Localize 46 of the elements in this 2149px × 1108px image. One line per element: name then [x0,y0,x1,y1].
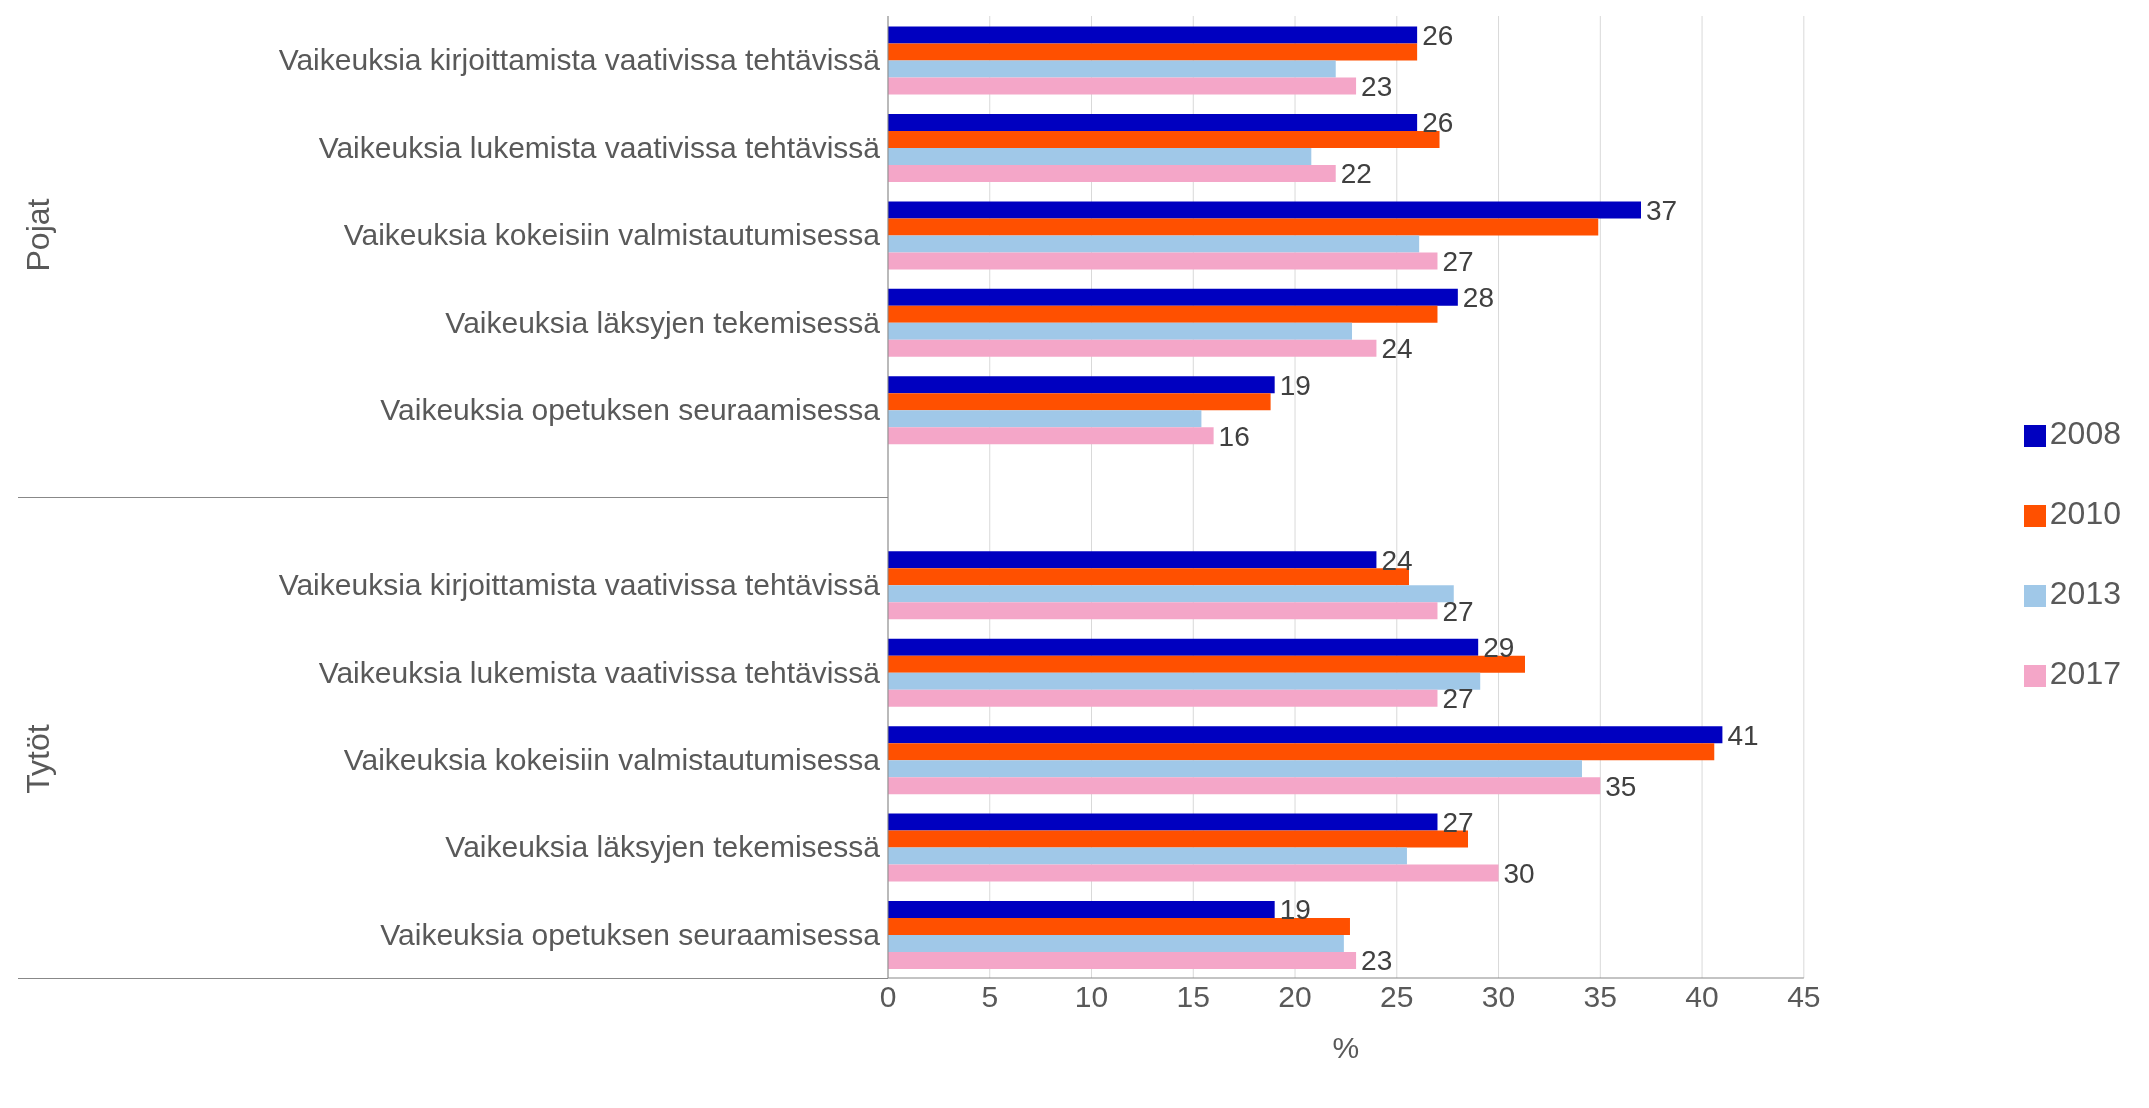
x-tick-label: 5 [981,980,999,1014]
y-tick-label: Vaikeuksia läksyjen tekemisessä [445,830,881,864]
y-tick-label: Vaikeuksia läksyjen tekemisessä [445,305,881,339]
y-tick-label: Vaikeuksia kirjoittamista vaativissa tehtävissä [278,568,881,602]
data-label: 35 [1605,770,1637,802]
y-tick-label: Vaikeuksia opetuksen seuraamisessa [380,393,881,427]
data-label: 26 [1422,19,1454,51]
data-label: 27 [1442,595,1474,627]
x-tick-label: 20 [1278,980,1312,1014]
data-label: 16 [1218,420,1250,452]
data-label: 29 [1483,632,1515,664]
x-tick-label: 25 [1380,980,1414,1014]
data-label: 26 [1422,107,1454,139]
legend-label: 2017 [2049,655,2121,691]
data-label: 23 [1361,945,1393,977]
legend-label: 2010 [2049,495,2121,531]
y-tick-label: Vaikeuksia kokeisiin valmistautumisessa [343,218,881,252]
data-label: 24 [1381,333,1413,365]
y-tick-label: Vaikeuksia kokeisiin valmistautumisessa [343,743,881,777]
text: Pojat [19,198,57,272]
x-axis-title: % [1332,1031,1360,1064]
data-label: 37 [1646,194,1678,226]
x-tick-label: 30 [1481,980,1516,1014]
legend-label: 2008 [2049,415,2121,451]
data-label: 28 [1462,282,1494,314]
data-label: 27 [1442,245,1474,277]
data-label: 24 [1381,544,1413,576]
data-label: 30 [1503,858,1535,890]
data-label: 41 [1727,719,1759,751]
x-tick-label: 10 [1074,980,1109,1014]
legend-label: 2013 [2049,575,2121,611]
data-label: 27 [1442,683,1474,715]
x-tick-label: 45 [1787,980,1821,1014]
y-tick-label: Vaikeuksia lukemista vaativissa tehtävissä [318,655,881,689]
data-label: 22 [1340,158,1372,190]
x-tick-label: 15 [1176,980,1210,1014]
data-label: 23 [1361,70,1393,102]
data-label: 19 [1279,369,1311,401]
data-label: 19 [1279,894,1311,926]
text: Tytöt [19,724,57,795]
y-tick-label: Vaikeuksia opetuksen seuraamisessa [380,917,881,951]
x-tick-label: 0 [879,980,897,1014]
x-tick-label: 35 [1583,980,1617,1014]
x-tick-label: 40 [1685,980,1719,1014]
y-tick-label: Vaikeuksia lukemista vaativissa tehtävissä [318,130,881,164]
y-tick-label: Vaikeuksia kirjoittamista vaativissa tehtävissä [278,43,881,77]
